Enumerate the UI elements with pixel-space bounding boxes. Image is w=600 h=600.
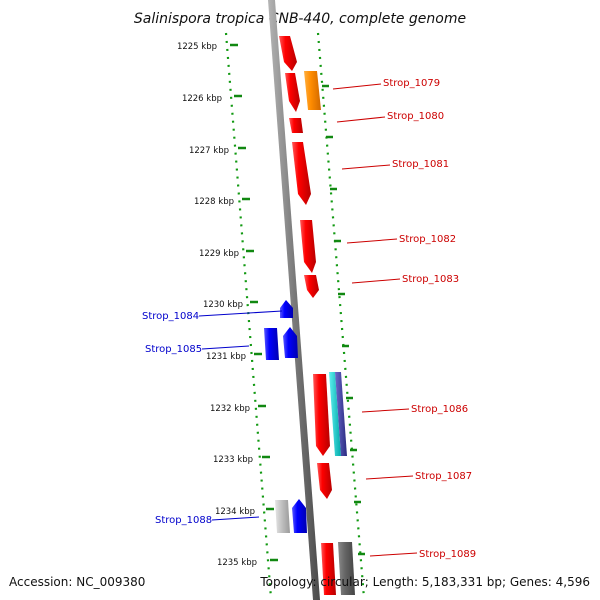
tick-label: 1228 kbp <box>194 197 234 207</box>
tick-label: 1225 kbp <box>177 42 217 52</box>
tick-label: 1233 kbp <box>213 455 253 465</box>
gene-glyph-strop-1084[interactable] <box>280 300 293 318</box>
gene-glyph-strop-1085-b[interactable] <box>283 327 298 358</box>
tick-label: 1234 kbp <box>215 507 255 517</box>
gene-glyph-strop-1082[interactable] <box>300 220 316 273</box>
gene-glyph-strop-1089-dgrey[interactable] <box>338 542 355 595</box>
genome-backbone <box>268 0 320 600</box>
gene-glyph-strop-1085-a[interactable] <box>264 328 279 360</box>
gene-label-strop-1084[interactable]: Strop_1084 <box>142 311 199 322</box>
gene-glyph-strop-1087[interactable] <box>317 463 332 499</box>
gene-glyph-strop-1079[interactable] <box>304 71 321 110</box>
ruler-dots <box>224 32 366 599</box>
gene-glyph-strop-1086[interactable] <box>313 374 330 456</box>
gene-label-strop-1087[interactable]: Strop_1087 <box>415 471 472 482</box>
gene-glyph-strop-1086-cyan[interactable] <box>329 372 341 456</box>
accession-text: Accession: NC_009380 <box>9 575 145 589</box>
gene-glyph-strop-1081[interactable] <box>292 142 311 205</box>
gene-glyphs <box>264 36 355 595</box>
gene-label-strop-1089[interactable]: Strop_1089 <box>419 549 476 560</box>
gene-glyph-strop-1083[interactable] <box>304 275 319 298</box>
gene-glyph-strop-1088[interactable] <box>292 499 307 533</box>
gene-label-strop-1080[interactable]: Strop_1080 <box>387 111 444 122</box>
ruler-ticks <box>230 43 365 562</box>
gene-leader-lines <box>198 83 418 557</box>
gene-glyph-strop-1088-grey[interactable] <box>275 500 290 533</box>
gene-label-strop-1081[interactable]: Strop_1081 <box>392 159 449 170</box>
tick-label: 1227 kbp <box>189 146 229 156</box>
gene-label-strop-1082[interactable]: Strop_1082 <box>399 234 456 245</box>
tick-label: 1229 kbp <box>199 249 239 259</box>
gene-label-strop-1085[interactable]: Strop_1085 <box>145 344 202 355</box>
tick-label: 1226 kbp <box>182 94 222 104</box>
tick-label: 1232 kbp <box>210 404 250 414</box>
gene-glyph-strop-1080[interactable] <box>289 118 303 133</box>
gene-label-strop-1088[interactable]: Strop_1088 <box>155 515 212 526</box>
tick-label: 1235 kbp <box>217 558 257 568</box>
gene-glyph-top-partial[interactable] <box>279 36 297 71</box>
gene-glyph-strop-1089[interactable] <box>321 543 336 595</box>
gene-glyph-strop-1079-adjacent[interactable] <box>285 73 300 112</box>
tick-label: 1231 kbp <box>206 352 246 362</box>
gene-labels: Strop_1079 Strop_1080 Strop_1081 Strop_1… <box>142 78 476 560</box>
gene-label-strop-1079[interactable]: Strop_1079 <box>383 78 440 89</box>
tick-labels: 1225 kbp 1226 kbp 1227 kbp 1228 kbp 1229… <box>177 42 257 568</box>
map-title: Salinispora tropica CNB-440, complete ge… <box>134 11 466 27</box>
gene-glyph-strop-1086-navy[interactable] <box>335 372 347 456</box>
gene-label-strop-1083[interactable]: Strop_1083 <box>402 274 459 285</box>
tick-label: 1230 kbp <box>203 300 243 310</box>
genome-summary: Topology: circular; Length: 5,183,331 bp… <box>259 575 590 589</box>
gene-label-strop-1086[interactable]: Strop_1086 <box>411 404 468 415</box>
